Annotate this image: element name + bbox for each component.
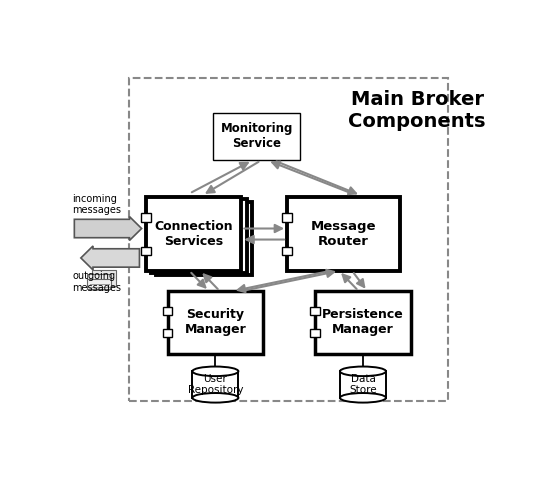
FancyArrow shape bbox=[81, 246, 139, 270]
FancyBboxPatch shape bbox=[310, 307, 320, 315]
FancyBboxPatch shape bbox=[146, 197, 241, 271]
Text: Persistence
Manager: Persistence Manager bbox=[322, 308, 404, 337]
Text: incoming
messages: incoming messages bbox=[72, 194, 121, 216]
Text: Data
Store: Data Store bbox=[349, 374, 377, 395]
Text: Monitoring
Service: Monitoring Service bbox=[221, 122, 293, 151]
FancyBboxPatch shape bbox=[340, 371, 386, 398]
FancyBboxPatch shape bbox=[156, 202, 252, 275]
FancyBboxPatch shape bbox=[310, 329, 320, 337]
FancyBboxPatch shape bbox=[92, 270, 115, 285]
Text: Main Broker
Components: Main Broker Components bbox=[348, 90, 486, 131]
FancyBboxPatch shape bbox=[282, 213, 292, 221]
FancyBboxPatch shape bbox=[167, 291, 263, 354]
FancyBboxPatch shape bbox=[163, 307, 172, 315]
FancyBboxPatch shape bbox=[315, 291, 410, 354]
FancyBboxPatch shape bbox=[282, 247, 292, 255]
FancyBboxPatch shape bbox=[287, 197, 400, 271]
Ellipse shape bbox=[340, 367, 386, 376]
FancyBboxPatch shape bbox=[213, 113, 300, 161]
Text: User
Repository: User Repository bbox=[188, 374, 243, 395]
FancyBboxPatch shape bbox=[163, 329, 172, 337]
FancyBboxPatch shape bbox=[193, 371, 239, 398]
Ellipse shape bbox=[193, 393, 239, 402]
Text: Connection
Services: Connection Services bbox=[155, 220, 233, 248]
Text: outgoing
messages: outgoing messages bbox=[72, 271, 121, 293]
FancyArrow shape bbox=[74, 217, 142, 240]
FancyBboxPatch shape bbox=[141, 213, 151, 221]
Text: Security
Manager: Security Manager bbox=[184, 308, 246, 337]
FancyBboxPatch shape bbox=[87, 274, 111, 289]
Ellipse shape bbox=[193, 367, 239, 376]
Ellipse shape bbox=[340, 393, 386, 402]
FancyBboxPatch shape bbox=[151, 199, 246, 273]
FancyBboxPatch shape bbox=[141, 247, 151, 255]
Text: Message
Router: Message Router bbox=[311, 220, 376, 248]
